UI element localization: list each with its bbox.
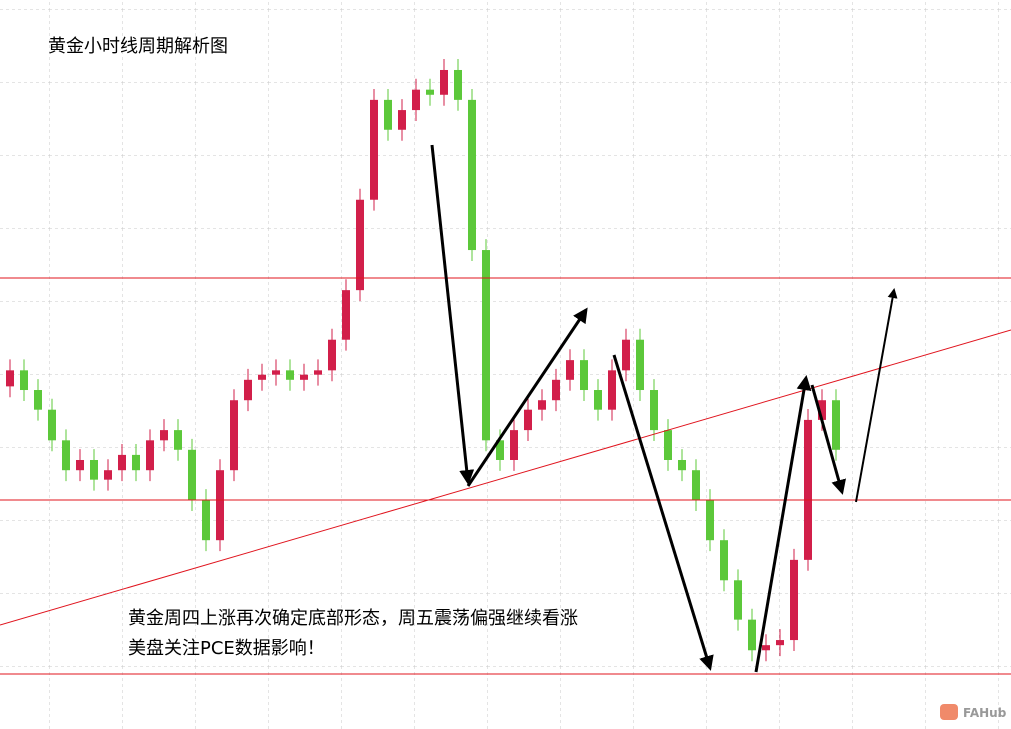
candle-body (286, 370, 294, 380)
candle-body (468, 99, 476, 251)
candle-body (622, 339, 630, 371)
candle-body (118, 454, 126, 471)
candle-body (132, 454, 140, 471)
candle-body (272, 370, 280, 375)
candle-body (174, 430, 182, 450)
chart-title: 黄金小时线周期解析图 (48, 36, 228, 57)
candle-body (818, 400, 826, 420)
candle-body (160, 430, 168, 441)
candle-body (776, 640, 784, 646)
candle-body (48, 409, 56, 441)
candle-body (62, 440, 70, 471)
candle-body (734, 580, 742, 620)
candle-body (300, 374, 308, 380)
candle-body (426, 89, 434, 95)
candle-body (314, 370, 322, 375)
candle-body (356, 199, 364, 291)
logo-icon (940, 704, 958, 720)
candle-body (706, 500, 714, 541)
candle-body (454, 69, 462, 100)
candle-body (510, 430, 518, 460)
candle-body (552, 379, 560, 401)
candle-body (230, 400, 238, 471)
candle-body (720, 540, 728, 581)
arrows (430, 144, 898, 673)
candle-body (412, 89, 420, 111)
annotation: 黄金周四上涨再次确定底部形态，周五震荡偏强继续看涨 (128, 608, 578, 629)
candle-body (678, 459, 686, 471)
candle-body (146, 440, 154, 471)
candle-body (692, 470, 700, 501)
candle-body (76, 459, 84, 471)
candle-body (20, 370, 28, 391)
candle-body (104, 470, 112, 480)
candle-body (594, 390, 602, 410)
candle-body (6, 370, 14, 387)
candle-body (370, 99, 378, 200)
candle-body (748, 619, 756, 651)
candle-body (202, 500, 210, 541)
candle-body (566, 360, 574, 380)
trend-lines (0, 277, 1011, 675)
candle-body (636, 339, 644, 391)
candle-body (580, 360, 588, 391)
candle-body (804, 419, 812, 560)
candle-body (34, 390, 42, 410)
candle-body (790, 559, 798, 641)
candle-body (244, 379, 252, 401)
candle-body (832, 400, 840, 450)
candle-body (342, 290, 350, 340)
annotation: 美盘关注PCE数据影响！ (128, 638, 325, 659)
candle-body (328, 339, 336, 371)
candle-body (538, 400, 546, 410)
candle-body (608, 370, 616, 410)
candle-body (440, 69, 448, 95)
candle-body (258, 374, 266, 380)
candles (6, 59, 840, 662)
candle-body (188, 449, 196, 501)
watermark: FAHub (963, 706, 1007, 720)
candle-body (216, 470, 224, 541)
candle-body (90, 459, 98, 480)
candle-body (762, 645, 770, 651)
candle-body (664, 430, 672, 460)
candle-body (524, 409, 532, 431)
candle-body (482, 250, 490, 441)
candle-body (496, 440, 504, 460)
candle-body (398, 110, 406, 130)
candle-body (384, 99, 392, 130)
candle-body (650, 390, 658, 431)
